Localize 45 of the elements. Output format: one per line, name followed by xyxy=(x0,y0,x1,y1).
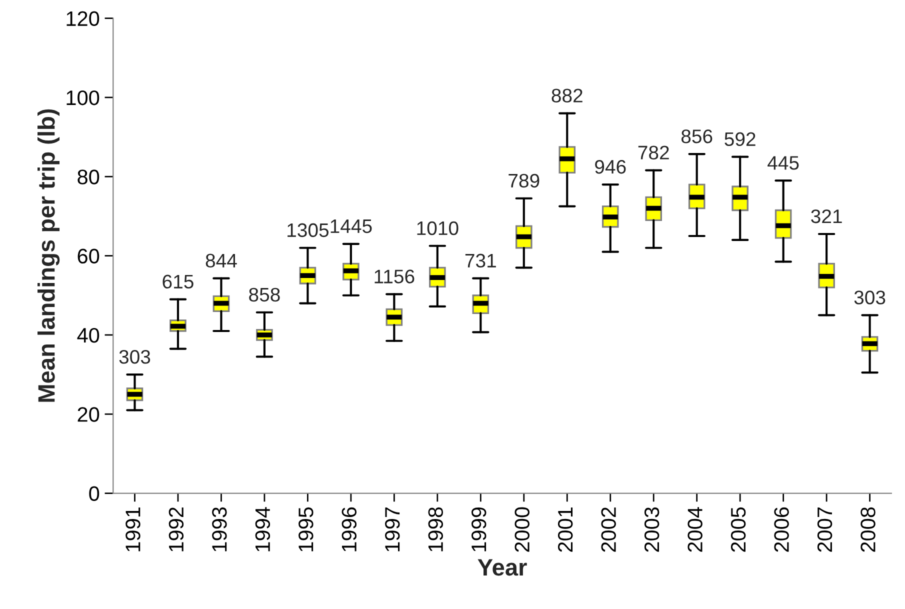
x-tick-label: 1991 xyxy=(126,507,140,552)
x-tick-label: 2003 xyxy=(644,507,660,552)
annotation: 856 xyxy=(681,129,712,144)
x-tick-label: 2006 xyxy=(774,507,789,552)
annotation: 782 xyxy=(638,146,669,160)
x-tick-label: 1994 xyxy=(255,507,270,552)
x-tick-label: 1997 xyxy=(385,508,400,552)
x-tick-label: 1996 xyxy=(342,507,357,552)
x-tick-label: 2008 xyxy=(860,507,876,552)
annotation: 1305 xyxy=(288,223,329,238)
x-tick-label: 2000 xyxy=(514,507,530,552)
y-tick-label: 120 xyxy=(66,11,100,26)
annotation: 858 xyxy=(249,288,280,302)
y-tick-label: 60 xyxy=(78,248,100,264)
annotation: 1156 xyxy=(374,270,414,284)
annotation: 592 xyxy=(724,132,756,146)
annotation: 1445 xyxy=(330,220,372,234)
annotation: 303 xyxy=(854,290,886,304)
annotation: 789 xyxy=(508,174,540,188)
x-tick-label: 1992 xyxy=(168,508,184,552)
annotation: 445 xyxy=(768,156,799,170)
annotation: 844 xyxy=(206,254,237,268)
annotation: 731 xyxy=(465,254,496,268)
y-tick-label: 100 xyxy=(66,90,100,106)
annotation: 321 xyxy=(811,209,842,224)
y-tick-label: 40 xyxy=(77,328,100,343)
y-tick-label: 80 xyxy=(78,170,100,184)
x-tick-label: 1998 xyxy=(428,507,444,552)
x-tick-label: 2004 xyxy=(688,507,702,552)
x-axis-title: Year xyxy=(478,559,527,576)
x-tick-label: 2002 xyxy=(601,508,616,552)
y-axis-title: Mean landings per trip (lb) xyxy=(38,109,60,402)
x-tick-label: 1995 xyxy=(298,507,314,552)
x-tick-label: 2001 xyxy=(558,507,573,552)
annotation: 615 xyxy=(162,274,194,289)
y-tick-label: 20 xyxy=(78,407,100,422)
annotation: 946 xyxy=(595,160,626,174)
annotation: 1010 xyxy=(417,221,458,236)
x-tick-label: 2007 xyxy=(817,508,832,552)
annotation: 303 xyxy=(119,350,150,364)
x-tick-label: 2005 xyxy=(730,507,746,552)
annotation: 882 xyxy=(552,88,582,102)
y-tick-label: 0 xyxy=(89,486,100,502)
x-tick-label: 1993 xyxy=(212,507,227,552)
x-tick-label: 1999 xyxy=(471,507,486,552)
